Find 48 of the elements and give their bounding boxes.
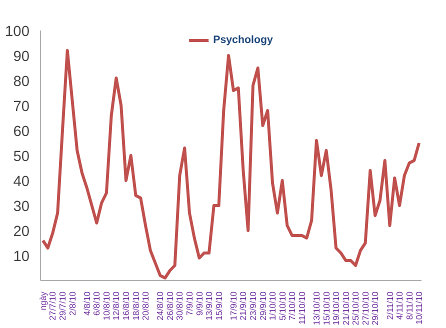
x-tick-label: 24/8/10 (155, 291, 166, 320)
y-tick-label: 30 (13, 199, 30, 215)
x-tick-label: 5/10/10 (277, 291, 288, 320)
y-tick-label: 90 (13, 49, 30, 65)
x-tick-label: 13/9/10 (204, 291, 214, 320)
x-tick-label: ngày (38, 290, 48, 310)
x-tick-label: 20/8/10 (140, 291, 151, 320)
x-tick-label: 2/11/10 (384, 291, 395, 320)
x-tick-label: 26/8/10 (164, 291, 175, 320)
x-tick-label: 19/10/10 (331, 291, 342, 326)
x-tick-label: 30/8/10 (174, 291, 185, 320)
x-tick-label: 29/9/10 (258, 291, 268, 320)
y-tick-label: 20 (13, 224, 30, 240)
x-tick-label: 15/9/10 (214, 291, 224, 320)
x-tick-label: 8/11/10 (404, 291, 414, 320)
x-tick-label: 9/9/10 (194, 291, 204, 316)
y-tick-label: 40 (13, 174, 30, 190)
x-tick-label: 13/10/10 (311, 291, 322, 326)
x-tick-label: 15/10/10 (321, 291, 332, 326)
y-tick-label: 10 (13, 249, 30, 265)
x-tick-label: 12/8/10 (111, 291, 122, 320)
legend-label: Psychology (213, 34, 273, 46)
x-tick-label: 17/9/10 (228, 291, 238, 320)
x-tick-label: 4/11/10 (394, 291, 405, 320)
y-tick-label: 50 (13, 149, 30, 165)
x-tick-label: 16/8/10 (120, 291, 131, 320)
x-tick-label: 11/10/10 (296, 291, 307, 325)
x-tick-label: 18/8/10 (130, 291, 141, 320)
y-tick-label: 60 (13, 124, 30, 140)
x-tick-label: 25/10/10 (350, 291, 361, 326)
x-tick-label: 23/9/10 (248, 291, 258, 320)
x-tick-label: 27/10/10 (360, 291, 370, 326)
x-tick-label: 21/9/10 (238, 291, 248, 320)
x-tick-label: 27/7/10 (48, 291, 58, 320)
x-tick-label: 29/7/10 (57, 291, 68, 320)
x-tick-label: 10/8/10 (101, 291, 112, 320)
x-tick-label: 29/10/10 (370, 291, 380, 326)
x-tick-label: 2/8/10 (67, 291, 78, 316)
y-tick-label: 100 (5, 24, 30, 40)
x-tick-label: 10/11/10 (414, 291, 424, 325)
x-tick-label: 7/10/10 (287, 291, 298, 320)
x-tick-label: 21/10/10 (340, 291, 351, 326)
y-tick-label: 80 (13, 74, 30, 90)
x-tick-label: 4/8/10 (82, 291, 92, 316)
x-tick-label: 1/10/10 (268, 291, 278, 320)
x-tick-label: 7/9/10 (184, 291, 194, 316)
x-tick-label: 6/8/10 (92, 291, 102, 316)
y-tick-label: 70 (13, 99, 30, 115)
